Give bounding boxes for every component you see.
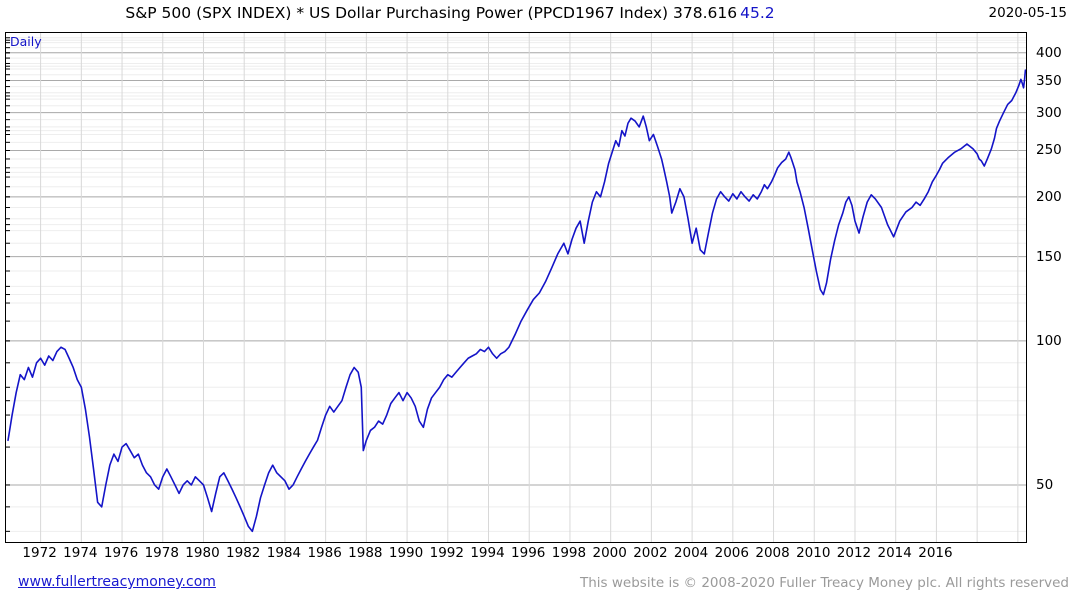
x-axis-tick-label: 2006: [714, 545, 749, 561]
x-axis-tick-label: 1976: [103, 545, 139, 561]
major-gridlines: [6, 52, 1026, 486]
y-axis-tick-label: 50: [1036, 476, 1054, 493]
chart-date: 2020-05-15: [988, 5, 1067, 21]
x-axis-tick-label: 2014: [877, 545, 912, 561]
price-line: [7, 69, 1026, 533]
x-axis-tick-label: 1992: [429, 545, 464, 561]
chart-title: S&P 500 (SPX INDEX) * US Dollar Purchasi…: [0, 4, 900, 22]
y-axis-tick-label: 100: [1036, 332, 1062, 349]
x-axis-tick-label: 1972: [22, 545, 57, 561]
x-axis-tick-label: 1990: [388, 545, 424, 561]
chart-period-label: Daily: [10, 34, 42, 49]
footer-website-link[interactable]: www.fullertreacymoney.com: [18, 574, 216, 590]
x-axis-tick-label: 1998: [551, 545, 587, 561]
minor-gridlines: [6, 37, 1026, 532]
x-axis-tick-label: 2000: [592, 545, 627, 561]
x-axis-tick-label: 1994: [470, 545, 505, 561]
x-axis-tick-label: 1986: [307, 545, 342, 561]
x-axis-tick-label: 1982: [226, 545, 261, 561]
y-axis-tick-label: 150: [1036, 248, 1062, 265]
x-axis-tick-label: 1978: [144, 545, 179, 561]
chart-last-value: 45.2: [740, 4, 775, 22]
chart-canvas: [6, 33, 1026, 542]
x-axis-tick-label: 2016: [918, 545, 953, 561]
vertical-gridlines: [40, 33, 1019, 542]
x-axis-tick-label: 1996: [511, 545, 546, 561]
y-axis-tick-label: 200: [1036, 188, 1062, 205]
y-axis-tick-label: 400: [1036, 44, 1062, 61]
left-axis-ticks: [6, 37, 10, 532]
x-axis-tick-label: 2012: [836, 545, 872, 561]
x-axis-tick-label: 1984: [266, 545, 302, 561]
x-axis-tick-label: 1988: [348, 545, 383, 561]
x-axis-tick-label: 1980: [185, 545, 220, 561]
page-footer: www.fullertreacymoney.com This website i…: [0, 574, 1075, 600]
x-axis-tick-label: 2002: [633, 545, 668, 561]
chart-title-text: S&P 500 (SPX INDEX) * US Dollar Purchasi…: [125, 4, 738, 22]
chart-plot-area[interactable]: Daily: [5, 32, 1027, 543]
footer-copyright: This website is © 2008-2020 Fuller Treac…: [580, 575, 1069, 591]
x-axis-tick-label: 1974: [63, 545, 98, 561]
y-axis-tick-label: 300: [1036, 104, 1062, 121]
x-axis-tick-label: 2008: [755, 545, 790, 561]
y-axis-tick-label: 350: [1036, 72, 1062, 89]
y-axis-tick-label: 250: [1036, 142, 1062, 159]
x-axis: 1972 1974 1976 1978 1980 1982 1984 1986 1988 1990…: [0, 545, 1075, 565]
chart-header: S&P 500 (SPX INDEX) * US Dollar Purchasi…: [0, 0, 1075, 30]
x-axis-tick-label: 2010: [796, 545, 831, 561]
y-axis: 50 100 150 200 250 300 350 400: [1030, 32, 1075, 543]
x-axis-tick-label: 2004: [673, 545, 709, 561]
